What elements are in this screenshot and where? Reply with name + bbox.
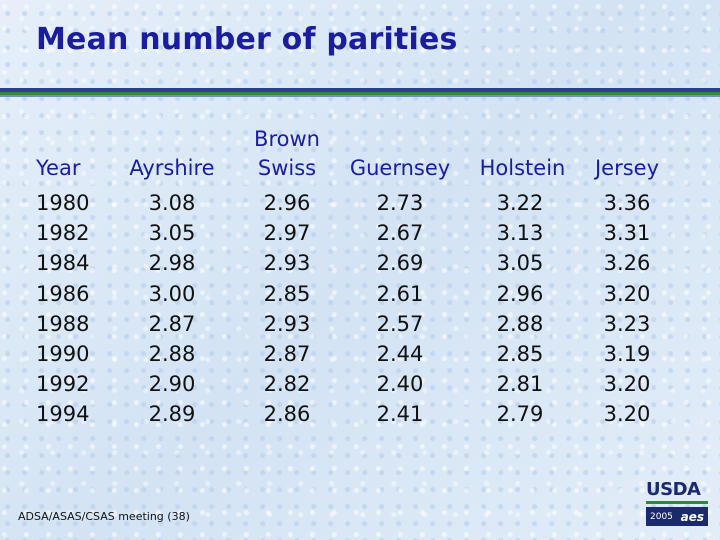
aes-badge: 2005 aes — [646, 507, 708, 526]
header-year: Year — [36, 156, 81, 180]
cell-guernsey: 2.67 — [376, 221, 424, 245]
cell-guernsey: 2.41 — [376, 402, 424, 426]
cell-brown-swiss: 2.82 — [263, 372, 311, 396]
title-rule-green — [0, 92, 720, 95]
title-rule-light — [0, 95, 720, 97]
cell-brown-swiss: 2.86 — [263, 402, 311, 426]
cell-holstein: 2.96 — [496, 282, 544, 306]
cell-holstein: 3.22 — [496, 191, 544, 215]
usda-wordmark: USDA — [646, 479, 701, 500]
cell-brown-swiss: 2.87 — [263, 342, 311, 366]
cell-brown-swiss: 2.85 — [263, 282, 311, 306]
cell-holstein: 2.85 — [496, 342, 544, 366]
slide-title: Mean number of parities — [36, 22, 458, 57]
cell-ayrshire: 2.90 — [148, 372, 196, 396]
header-brown-swiss-line1: Brown — [254, 127, 320, 151]
cell-ayrshire: 2.87 — [148, 312, 196, 336]
cell-year: 1982 — [36, 221, 90, 245]
cell-guernsey: 2.73 — [376, 191, 424, 215]
usda-logo-bar — [646, 501, 708, 504]
cell-year: 1986 — [36, 282, 90, 306]
footer-citation: ADSA/ASAS/CSAS meeting (38) — [18, 510, 190, 523]
cell-holstein: 3.13 — [496, 221, 544, 245]
header-brown-swiss-line2: Swiss — [257, 156, 317, 180]
cell-jersey: 3.26 — [603, 251, 651, 275]
header-ayrshire: Ayrshire — [129, 156, 215, 180]
cell-jersey: 3.23 — [603, 312, 651, 336]
cell-year: 1984 — [36, 251, 90, 275]
cell-year: 1980 — [36, 191, 90, 215]
cell-brown-swiss: 2.93 — [263, 251, 311, 275]
cell-ayrshire: 3.08 — [148, 191, 196, 215]
cell-guernsey: 2.61 — [376, 282, 424, 306]
cell-jersey: 3.20 — [603, 372, 651, 396]
cell-ayrshire: 2.89 — [148, 402, 196, 426]
aes-mark: aes — [680, 509, 704, 524]
cell-holstein: 2.88 — [496, 312, 544, 336]
header-guernsey: Guernsey — [349, 156, 451, 180]
cell-year: 1992 — [36, 372, 90, 396]
header-holstein: Holstein — [479, 156, 566, 180]
cell-ayrshire: 3.00 — [148, 282, 196, 306]
logo-year: 2005 — [650, 511, 673, 522]
cell-guernsey: 2.44 — [376, 342, 424, 366]
cell-jersey: 3.20 — [603, 282, 651, 306]
cell-jersey: 3.31 — [603, 221, 651, 245]
cell-jersey: 3.19 — [603, 342, 651, 366]
header-jersey: Jersey — [594, 156, 660, 180]
cell-year: 1990 — [36, 342, 90, 366]
cell-guernsey: 2.40 — [376, 372, 424, 396]
cell-holstein: 3.05 — [496, 251, 544, 275]
cell-brown-swiss: 2.96 — [263, 191, 311, 215]
cell-guernsey: 2.57 — [376, 312, 424, 336]
usda-logo: USDA 2005 aes — [646, 480, 708, 526]
cell-jersey: 3.20 — [603, 402, 651, 426]
cell-brown-swiss: 2.97 — [263, 221, 311, 245]
cell-ayrshire: 3.05 — [148, 221, 196, 245]
cell-year: 1988 — [36, 312, 90, 336]
title-rule-blue — [0, 88, 720, 92]
cell-year: 1994 — [36, 402, 90, 426]
cell-jersey: 3.36 — [603, 191, 651, 215]
cell-brown-swiss: 2.93 — [263, 312, 311, 336]
cell-holstein: 2.79 — [496, 402, 544, 426]
cell-guernsey: 2.69 — [376, 251, 424, 275]
cell-ayrshire: 2.98 — [148, 251, 196, 275]
cell-holstein: 2.81 — [496, 372, 544, 396]
cell-ayrshire: 2.88 — [148, 342, 196, 366]
